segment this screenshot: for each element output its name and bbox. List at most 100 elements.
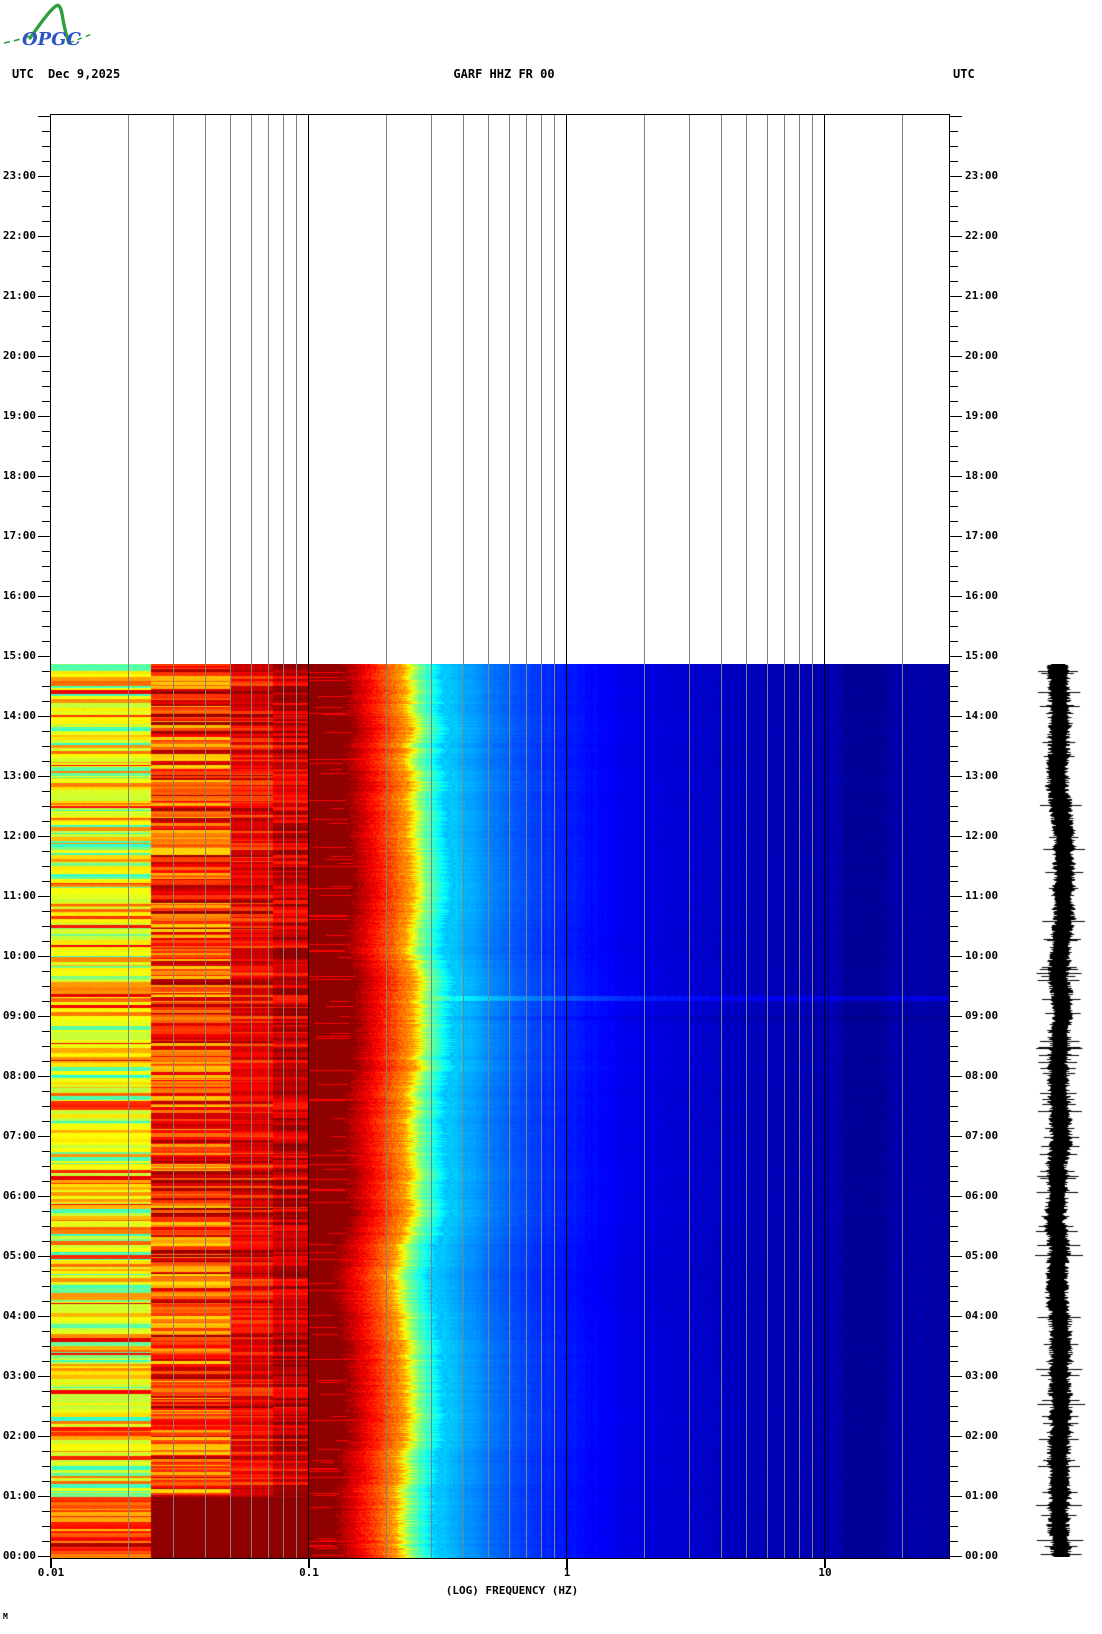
time-tick (42, 581, 50, 582)
time-tick (950, 1136, 962, 1137)
minor-gridline (721, 115, 722, 1558)
time-tick (950, 266, 958, 267)
time-tick (38, 956, 50, 957)
time-tick (950, 146, 958, 147)
time-label-left: 16:00 (2, 589, 36, 602)
time-tick (950, 956, 962, 957)
time-tick (950, 536, 962, 537)
time-tick (950, 1466, 958, 1467)
time-tick (38, 356, 50, 357)
time-label-right: 09:00 (965, 1009, 999, 1022)
time-label-right: 19:00 (965, 409, 999, 422)
minor-gridline (431, 115, 432, 1558)
time-tick (950, 1451, 958, 1452)
time-tick (950, 716, 962, 717)
time-tick (950, 611, 958, 612)
minor-gridline (509, 115, 510, 1558)
time-tick (42, 221, 50, 222)
time-label-left: 20:00 (2, 349, 36, 362)
minor-gridline (541, 115, 542, 1558)
time-tick (38, 116, 50, 117)
time-tick (950, 161, 958, 162)
time-tick (950, 926, 958, 927)
time-tick (950, 1061, 958, 1062)
time-tick (950, 1511, 958, 1512)
time-tick (950, 1241, 958, 1242)
time-tick (42, 341, 50, 342)
minor-gridline (767, 115, 768, 1558)
minor-gridline (784, 115, 785, 1558)
time-tick (42, 1361, 50, 1362)
time-tick (950, 746, 958, 747)
logo-mountain-dash-left (3, 34, 33, 44)
time-tick (38, 716, 50, 717)
time-tick (950, 1151, 958, 1152)
time-tick (950, 371, 958, 372)
time-label-right: 02:00 (965, 1429, 999, 1442)
time-tick (950, 1271, 958, 1272)
time-tick (42, 701, 50, 702)
time-tick (950, 461, 958, 462)
time-tick (42, 941, 50, 942)
time-label-right: 03:00 (965, 1369, 999, 1382)
minor-gridline (799, 115, 800, 1558)
time-tick (950, 821, 958, 822)
time-label-right: 11:00 (965, 889, 999, 902)
time-tick (42, 146, 50, 147)
time-tick (950, 986, 958, 987)
time-tick (950, 326, 958, 327)
freq-tick-label: 1 (563, 1566, 571, 1579)
time-tick (42, 1466, 50, 1467)
time-tick (950, 1526, 958, 1527)
time-label-left: 17:00 (2, 529, 36, 542)
time-tick (42, 611, 50, 612)
time-tick (950, 791, 958, 792)
time-tick (950, 521, 958, 522)
time-tick (42, 1151, 50, 1152)
time-tick (950, 1331, 958, 1332)
time-tick (42, 131, 50, 132)
time-tick (950, 686, 958, 687)
opgc-logo: OPGC (3, 3, 93, 50)
time-tick (950, 911, 958, 912)
minor-gridline (488, 115, 489, 1558)
time-tick (38, 1076, 50, 1077)
time-tick (950, 311, 958, 312)
time-tick (42, 191, 50, 192)
time-tick (950, 1361, 958, 1362)
minor-gridline (746, 115, 747, 1558)
time-tick (950, 1031, 958, 1032)
time-tick (42, 1421, 50, 1422)
minor-gridline (554, 115, 555, 1558)
time-tick (950, 236, 962, 237)
time-label-left: 23:00 (2, 169, 36, 182)
time-label-left: 21:00 (2, 289, 36, 302)
minor-gridline (251, 115, 252, 1558)
time-tick (950, 386, 958, 387)
time-label-right: 16:00 (965, 589, 999, 602)
time-label-right: 06:00 (965, 1189, 999, 1202)
time-tick (42, 1541, 50, 1542)
time-label-right: 17:00 (965, 529, 999, 542)
time-label-left: 18:00 (2, 469, 36, 482)
minor-gridline (268, 115, 269, 1558)
time-tick (42, 311, 50, 312)
time-tick (42, 1391, 50, 1392)
time-tick (950, 551, 958, 552)
time-tick (950, 941, 958, 942)
time-tick (950, 506, 958, 507)
time-tick (950, 401, 958, 402)
time-label-right: 00:00 (965, 1549, 999, 1562)
time-label-left: 02:00 (2, 1429, 36, 1442)
time-tick (950, 356, 962, 357)
time-label-right: 13:00 (965, 769, 999, 782)
time-tick (42, 461, 50, 462)
time-tick (950, 206, 958, 207)
logo-mountain-curve (28, 3, 71, 45)
time-tick (38, 1496, 50, 1497)
time-tick (42, 1271, 50, 1272)
time-tick (42, 1001, 50, 1002)
time-tick (950, 1256, 962, 1257)
time-tick (38, 476, 50, 477)
time-tick (42, 986, 50, 987)
